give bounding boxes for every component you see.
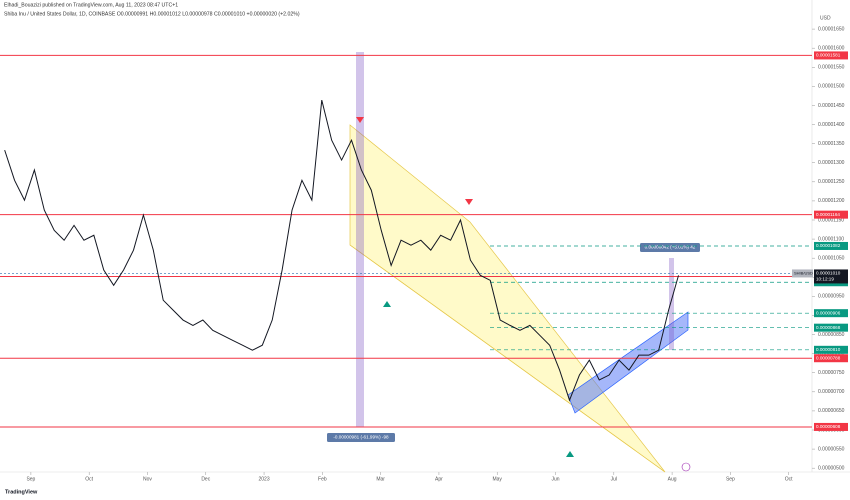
y-tick-label: 0.00001450: [818, 103, 845, 109]
annotation-box: [327, 433, 395, 442]
y-tick-label: 0.00001550: [818, 65, 845, 71]
y-tick-label: 0.00001050: [818, 256, 845, 262]
y-tick-label: 0.00001500: [818, 84, 845, 90]
x-tick-label: Aug: [668, 476, 677, 482]
arrow-down: [465, 199, 473, 205]
y-tick-label: 0.00000500: [818, 466, 845, 472]
y-tick-label: 0.00000800: [818, 351, 845, 357]
x-tick-label: Feb: [318, 476, 327, 482]
annotation-box: [640, 243, 700, 252]
publisher: Elhadi_Bouazizi published on TradingView…: [4, 2, 178, 8]
x-tick-label: Apr: [435, 476, 443, 482]
price-tag: [814, 210, 848, 219]
x-tick-label: Sep: [26, 476, 35, 482]
y-tick-label: 0.00000650: [818, 408, 845, 414]
y-tick-label: 0.00001250: [818, 179, 845, 185]
y-tick-label: 0.00000750: [818, 370, 845, 376]
price-label: 0.00000906: [816, 310, 841, 315]
last-price-tag: [814, 269, 848, 284]
price-label: 0.00000788: [816, 355, 841, 360]
brand: TradingView: [5, 489, 38, 495]
x-tick-label: Mar: [376, 476, 385, 482]
price-label: 0.00000868: [816, 325, 841, 330]
arrow-up: [566, 451, 574, 457]
arrow-down: [356, 117, 364, 123]
price-tag: [814, 51, 848, 60]
rising-channel: [567, 311, 689, 414]
last-price-label: 0.00001010: [816, 271, 841, 276]
x-tick-label: Jun: [551, 476, 559, 482]
y-tick-label: 0.00001300: [818, 160, 845, 166]
price-tag: [814, 309, 848, 318]
y-tick-label: 0.00000950: [818, 294, 845, 300]
annotation: -0.00000981 (-61.99%) -98: [333, 435, 389, 440]
y-tick-label: 0.00000550: [818, 446, 845, 452]
x-tick-label: Dec: [201, 476, 210, 482]
x-tick-label: Sep: [726, 476, 735, 482]
price-label: 0.00001581: [816, 53, 841, 58]
y-tick-label: 0.00001100: [818, 236, 844, 242]
price-tag: [814, 422, 848, 431]
symbol-info: Shiba Inu / United States Dollar, 1D, CO…: [4, 11, 300, 17]
y-tick-label: 0.00001600: [818, 46, 845, 52]
price-label: 0.00001082: [816, 243, 841, 248]
y-tick-label: 0.00000700: [818, 389, 845, 395]
y-tick-label: 0.00001200: [818, 198, 845, 204]
price-label: 0.00000810: [816, 347, 841, 352]
price-label: 0.00001164: [816, 212, 840, 217]
countdown: 10:12:19: [816, 277, 834, 282]
x-tick-label: Oct: [85, 476, 93, 482]
x-tick-label: May: [492, 476, 502, 482]
measure-bar: [669, 258, 674, 350]
symbol-label: SHIB/USD: [794, 271, 813, 276]
event-icon: [681, 462, 691, 472]
y-tick-label: 0.00000850: [818, 332, 845, 338]
x-tick-label: Nov: [143, 476, 152, 482]
y-tick-label: 0.00001150: [818, 217, 844, 223]
annotation: 0.00000042 (+5.01%) 42: [645, 245, 696, 250]
y-tick-label: 0.00001400: [818, 122, 845, 128]
price-tag: [814, 241, 848, 250]
x-tick-label: Jul: [611, 476, 617, 482]
symbol-tag: [792, 269, 813, 278]
x-tick-label: Oct: [785, 476, 793, 482]
price-tag: [814, 345, 848, 354]
price-label: 0.00000608: [816, 424, 841, 429]
price-line: [4, 99, 679, 402]
arrow-up: [383, 301, 391, 307]
x-tick-label: 2023: [258, 476, 269, 482]
measure-bar: [356, 52, 364, 427]
price-tag: [814, 323, 848, 332]
price-tag: [814, 354, 848, 363]
y-tick-label: 0.00001650: [818, 26, 845, 32]
currency: USD: [820, 15, 831, 21]
y-tick-label: 0.00001350: [818, 141, 845, 147]
